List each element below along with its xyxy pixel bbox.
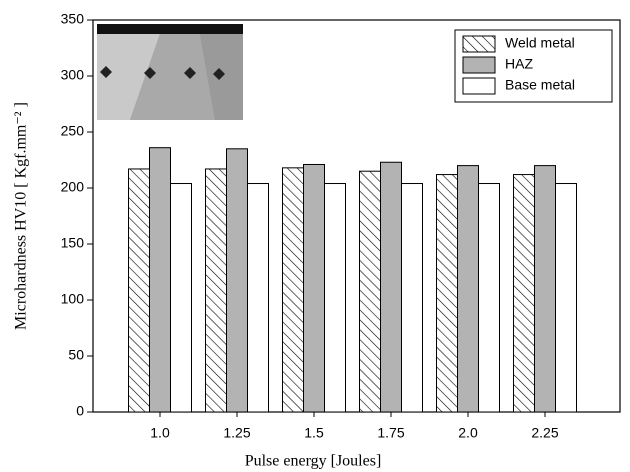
y-tick-label: 300 xyxy=(61,67,85,83)
bar xyxy=(205,168,227,413)
x-axis-label: Pulse energy [Joules] xyxy=(245,453,382,470)
bar xyxy=(513,174,535,413)
bar xyxy=(457,165,479,413)
x-tick-label: 2.0 xyxy=(458,425,478,441)
plot-frame xyxy=(92,19,621,413)
bar xyxy=(282,167,304,413)
bar xyxy=(478,183,500,413)
x-tick-label: 1.75 xyxy=(377,425,404,441)
inset-micrograph xyxy=(97,24,243,120)
bar xyxy=(324,183,346,413)
bar xyxy=(226,148,248,413)
x-tick-label: 1.5 xyxy=(304,425,324,441)
bar xyxy=(303,163,325,413)
legend-label: HAZ xyxy=(505,56,533,72)
x-tick-label: 1.0 xyxy=(150,425,170,441)
bar xyxy=(247,183,269,413)
y-tick-label: 200 xyxy=(61,179,85,195)
y-tick-label: 0 xyxy=(76,403,84,419)
bar xyxy=(128,168,150,413)
y-tick-label: 250 xyxy=(61,123,85,139)
bar xyxy=(401,183,423,413)
bar xyxy=(359,170,381,413)
x-tick-label: 2.25 xyxy=(531,425,558,441)
legend-swatch xyxy=(462,56,496,74)
bar xyxy=(555,183,577,413)
y-tick-label: 350 xyxy=(61,11,85,27)
bar xyxy=(380,161,402,413)
y-tick-label: 100 xyxy=(61,291,85,307)
x-tick-label: 1.25 xyxy=(223,425,250,441)
bar xyxy=(170,183,192,413)
legend-swatch xyxy=(462,35,496,53)
legend-swatch xyxy=(462,77,496,95)
y-tick-label: 50 xyxy=(68,347,84,363)
legend-label: Base metal xyxy=(505,77,575,93)
y-tick-label: 150 xyxy=(61,235,85,251)
y-axis-label: Microhardness HV10 [ Kgf.mm⁻² ] xyxy=(13,102,30,330)
bar xyxy=(436,174,458,413)
bar xyxy=(534,165,556,413)
legend-label: Weld metal xyxy=(505,35,575,51)
bar xyxy=(149,147,171,413)
